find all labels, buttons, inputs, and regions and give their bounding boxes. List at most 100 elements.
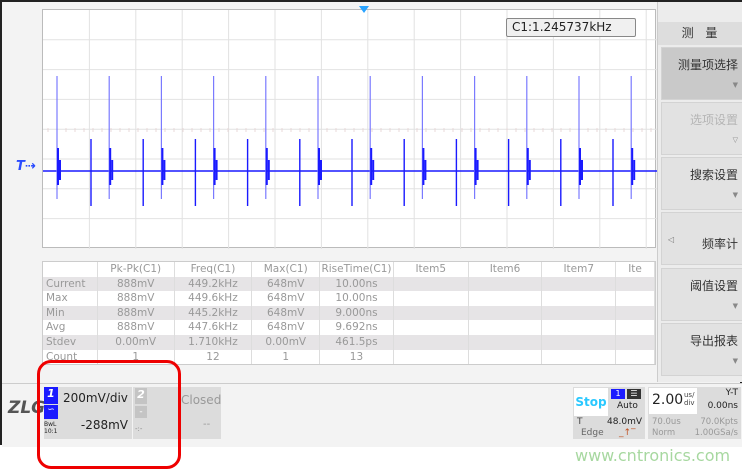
table-cell bbox=[542, 276, 617, 292]
table-cell: Pk-Pk(C1) bbox=[98, 262, 175, 277]
channel1-scale: 200mV/div bbox=[63, 391, 128, 405]
button-label: 阈值设置 bbox=[689, 279, 738, 293]
timebase-panel[interactable]: 2.00 us/div Y-T 0.00ns 70.0us 70.0Kpts N… bbox=[648, 387, 741, 439]
table-cell bbox=[616, 305, 655, 321]
channel2-coupling: -:- bbox=[135, 425, 143, 433]
probe-ratio: 10:1 bbox=[44, 428, 58, 435]
timebase-value: 2.00 bbox=[652, 392, 684, 408]
channel1-offset: -288mV bbox=[80, 418, 128, 432]
table-cell: 1 bbox=[98, 349, 175, 365]
unit-bottom: div bbox=[684, 399, 695, 407]
table-cell: 461.5ps bbox=[320, 334, 394, 350]
dropdown-arrow-icon: ▼ bbox=[732, 357, 738, 365]
channel2-status: Closed bbox=[181, 393, 222, 407]
trigger-type: Edge bbox=[581, 428, 604, 438]
measure-menu: 测 量 测量项选择 ▼ 选项设置 ▽ 搜索设置 ▼ ◁ 频率计 阈值设置 ▼ 导出报表 ▼ bbox=[657, 2, 742, 382]
dropdown-arrow-icon: ▼ bbox=[732, 302, 738, 310]
search-settings-button[interactable]: 搜索设置 ▼ bbox=[661, 157, 742, 210]
table-cell: 888mV bbox=[98, 291, 175, 306]
table-cell: Item7 bbox=[542, 262, 617, 277]
table-cell bbox=[394, 320, 469, 335]
threshold-settings-button[interactable]: 阈值设置 ▼ bbox=[661, 268, 742, 321]
table-cell: Ite bbox=[616, 262, 655, 277]
display-mode: Y-T bbox=[725, 388, 738, 398]
waveform-display[interactable] bbox=[42, 9, 657, 249]
dropdown-arrow-icon: ▼ bbox=[732, 81, 738, 89]
table-cell bbox=[394, 291, 469, 306]
table-cell: 10.00ns bbox=[320, 276, 394, 292]
memory-depth: 70.0Kpts bbox=[700, 417, 738, 427]
trigger-coupling-icon: ☰ bbox=[627, 389, 641, 399]
measure-item-select-button[interactable]: 测量项选择 ▼ bbox=[661, 47, 742, 100]
table-cell bbox=[394, 276, 469, 292]
dropdown-arrow-icon: ▼ bbox=[732, 191, 738, 199]
table-cell bbox=[469, 291, 543, 306]
dc-coupling-icon: ∽ bbox=[44, 405, 58, 419]
button-label: 搜索设置 bbox=[689, 168, 738, 182]
channel1-level-marker[interactable]: T⇢ bbox=[16, 159, 36, 174]
timebase-unit: us/div bbox=[684, 391, 695, 407]
row-label: Current bbox=[43, 276, 98, 292]
run-stop-button[interactable]: Stop bbox=[574, 388, 608, 416]
channel2-panel[interactable]: 2 - -:- Closed -- bbox=[133, 387, 221, 439]
trigger-mode: Auto bbox=[617, 401, 638, 411]
table-cell: Freq(C1) bbox=[175, 262, 253, 277]
table-cell bbox=[542, 334, 617, 350]
row-label: Avg bbox=[43, 320, 98, 335]
timebase-scale[interactable]: 2.00 us/div bbox=[649, 388, 697, 414]
table-cell: 1 bbox=[252, 349, 321, 365]
frequency-counter-readout: C1:1.245737kHz bbox=[506, 18, 636, 37]
channel2-badge: 2 bbox=[135, 388, 147, 404]
table-cell bbox=[542, 305, 617, 321]
table-cell bbox=[616, 334, 655, 350]
waveform-canvas bbox=[43, 10, 657, 249]
table-cell: Item6 bbox=[469, 262, 543, 277]
bandwidth-limit-label: BwL 10:1 bbox=[44, 421, 57, 435]
export-report-button[interactable]: 导出报表 ▼ bbox=[661, 323, 742, 376]
channel1-panel[interactable]: 1 ∽ BwL 10:1 200mV/div -288mV bbox=[44, 387, 132, 439]
table-cell bbox=[542, 320, 617, 335]
table-row: Avg 888mV 447.6kHz 648mV 9.692ns bbox=[43, 320, 655, 335]
option-settings-button[interactable]: 选项设置 ▽ bbox=[661, 102, 742, 155]
row-label bbox=[43, 262, 98, 277]
table-cell bbox=[394, 305, 469, 321]
row-label: Min bbox=[43, 305, 98, 321]
bw-text: BwL bbox=[44, 421, 57, 428]
table-cell: 9.692ns bbox=[320, 320, 394, 335]
table-cell: 449.2kHz bbox=[175, 276, 253, 292]
table-cell bbox=[394, 334, 469, 350]
table-cell bbox=[542, 291, 617, 306]
table-cell: 648mV bbox=[252, 291, 321, 306]
watermark: www.cntronics.com bbox=[575, 446, 731, 465]
table-row: Count 1 12 1 13 bbox=[43, 349, 655, 365]
rising-edge-icon: _↑‾ bbox=[619, 428, 636, 438]
table-cell bbox=[469, 276, 543, 292]
table-cell: 12 bbox=[175, 349, 253, 365]
table-cell: Item5 bbox=[394, 262, 469, 277]
table-row: Max 888mV 449.6kHz 648mV 10.00ns bbox=[43, 291, 655, 306]
trigger-position-marker[interactable] bbox=[359, 6, 369, 13]
sample-rate: 1.00GSa/s bbox=[694, 428, 738, 438]
table-cell: 648mV bbox=[252, 276, 321, 292]
table-cell bbox=[469, 349, 543, 365]
table-cell bbox=[469, 305, 543, 321]
table-cell: 0.00mV bbox=[98, 334, 175, 350]
table-cell bbox=[394, 349, 469, 365]
table-cell: 13 bbox=[320, 349, 394, 365]
frequency-counter-button[interactable]: ◁ 频率计 bbox=[661, 212, 742, 265]
time-window: 70.0us bbox=[652, 417, 681, 427]
table-cell bbox=[469, 334, 543, 350]
table-header: Pk-Pk(C1) Freq(C1) Max(C1) RiseTime(C1) Item… bbox=[43, 262, 655, 277]
row-label: Count bbox=[43, 349, 98, 365]
channel2-coupling-icon: - bbox=[135, 406, 147, 418]
button-label: 频率计 bbox=[701, 237, 738, 251]
table-cell bbox=[616, 291, 655, 306]
table-cell: 10.00ns bbox=[320, 291, 394, 306]
logo-text: ZLG bbox=[8, 398, 46, 418]
table-cell bbox=[542, 349, 617, 365]
table-cell: 888mV bbox=[98, 276, 175, 292]
table-cell: 447.6kHz bbox=[175, 320, 253, 335]
button-label: 测量项选择 bbox=[677, 58, 738, 72]
measurement-table: Pk-Pk(C1) Freq(C1) Max(C1) RiseTime(C1) Item… bbox=[42, 261, 656, 365]
trigger-panel[interactable]: Stop 1 ☰ Auto T 48.0mV Edge _↑‾ bbox=[573, 387, 645, 439]
